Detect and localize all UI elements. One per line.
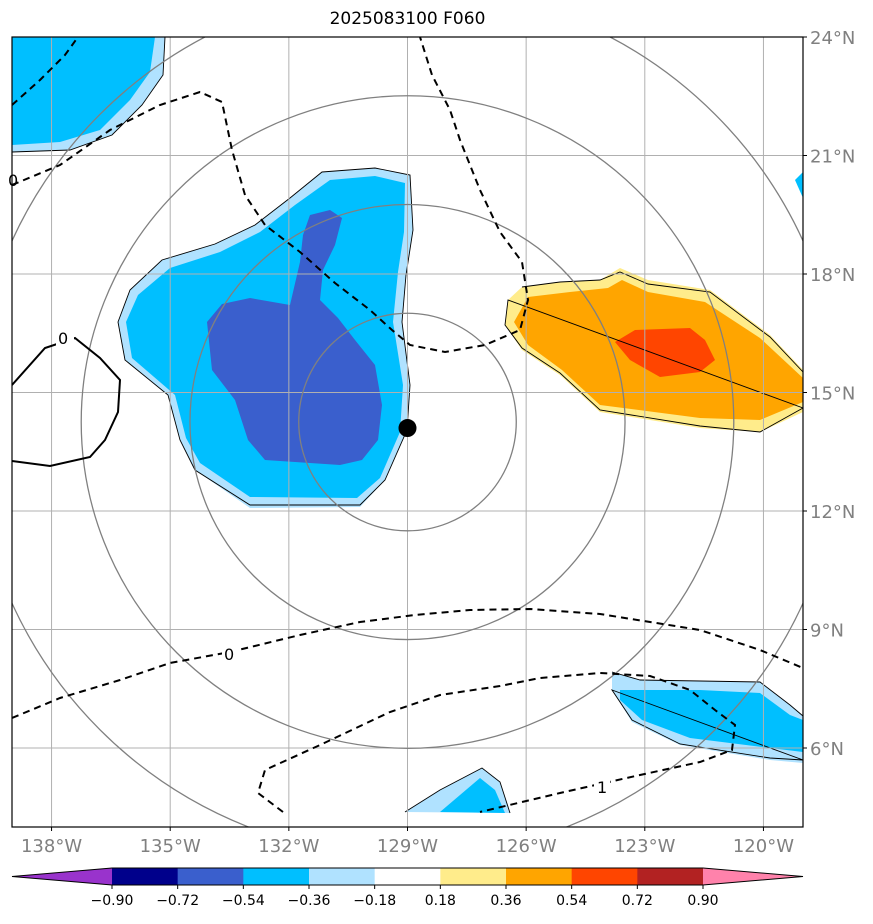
colorbar-segment <box>571 868 638 885</box>
fill-pos-red <box>615 328 715 377</box>
contour-dashed-south1 <box>12 607 803 719</box>
fill-se-blue <box>620 690 803 752</box>
fill-s-blue <box>440 778 505 813</box>
lat-tick-label: 9°N <box>810 621 844 642</box>
contour-label-bg <box>594 777 610 795</box>
colorbar-extend-max <box>703 868 803 885</box>
storm-center-marker <box>398 419 417 438</box>
lat-tick-label: 21°N <box>810 147 855 168</box>
colorbar-tick-label: 0.36 <box>490 893 521 909</box>
fill-main-dark <box>207 210 382 465</box>
lat-tick-label: 15°N <box>810 384 855 405</box>
colorbar-segment <box>112 868 179 885</box>
contour-label-south: 0 <box>224 645 234 664</box>
fill-east-edge <box>795 172 803 198</box>
colorbar-segment <box>309 868 376 885</box>
colorbar-tick-label: −0.54 <box>222 893 265 909</box>
lat-tick-label: 18°N <box>810 265 855 286</box>
outline-pos <box>504 271 803 433</box>
lat-tick-label: 12°N <box>810 502 855 523</box>
colorbar-segment <box>374 868 441 885</box>
contour-label-one: 1 <box>597 778 607 797</box>
contour-dashed-nw <box>12 37 79 106</box>
outline-main <box>117 167 414 506</box>
contour-dashed-south2 <box>256 671 737 813</box>
range-ring <box>298 312 517 532</box>
lon-tick-label: 123°W <box>614 836 675 857</box>
contour-dashed-north <box>12 37 530 354</box>
colorbar-tick-label: −0.90 <box>91 893 134 909</box>
colorbar-tick-label: −0.72 <box>156 893 199 909</box>
lon-tick-label: 135°W <box>140 836 201 857</box>
range-ring <box>80 95 735 749</box>
lat-tick-labels: 24°N 21°N 18°N 15°N 12°N 9°N 6°N <box>803 28 855 760</box>
colorbar-tick-label: 0.54 <box>556 893 587 909</box>
colorbar-tick-label: 0.90 <box>687 893 718 909</box>
lon-tick-label: 129°W <box>377 836 438 857</box>
range-ring <box>189 203 626 641</box>
contour-label-nw: 0 <box>8 171 18 190</box>
range-rings <box>12 37 803 827</box>
outline-s <box>404 767 511 814</box>
colorbar: −0.90 −0.72 −0.54 −0.36 −0.18 0.18 0.36 0.54 0.7… <box>11 867 804 909</box>
colorbar-tick-label: −0.18 <box>353 893 396 909</box>
chart-title: 2025083100 F060 <box>329 9 486 29</box>
colorbar-tick-label: 0.72 <box>622 893 653 909</box>
colorbar-segment <box>440 868 507 885</box>
lon-tick-label: 126°W <box>496 836 557 857</box>
colorbar-tick-label: 0.18 <box>425 893 456 909</box>
colorbar-tick-label: −0.36 <box>288 893 331 909</box>
colorbar-segment <box>637 868 704 885</box>
lon-tick-label: 132°W <box>258 836 319 857</box>
lon-tick-label: 120°W <box>733 836 794 857</box>
contour-label-bg <box>222 644 240 662</box>
colorbar-segment <box>243 868 310 885</box>
contour-label-bg <box>56 328 74 346</box>
contour-label-west: 0 <box>58 329 68 348</box>
anomaly-fills <box>12 37 803 813</box>
fill-outlines <box>12 37 803 814</box>
outline-nw <box>12 37 166 153</box>
contour-solid-west <box>12 336 122 468</box>
colorbar-segment <box>177 868 244 885</box>
lat-tick-label: 24°N <box>810 28 855 49</box>
lon-tick-labels: 138°W 135°W 132°W 129°W 126°W 123°W 120°W <box>21 827 794 857</box>
outline-se <box>610 671 803 761</box>
lat-tick-label: 6°N <box>810 739 844 760</box>
colorbar-extend-min <box>12 868 112 885</box>
fill-nw-blue <box>12 37 155 145</box>
lon-tick-label: 138°W <box>21 836 82 857</box>
colorbar-segment <box>506 868 573 885</box>
